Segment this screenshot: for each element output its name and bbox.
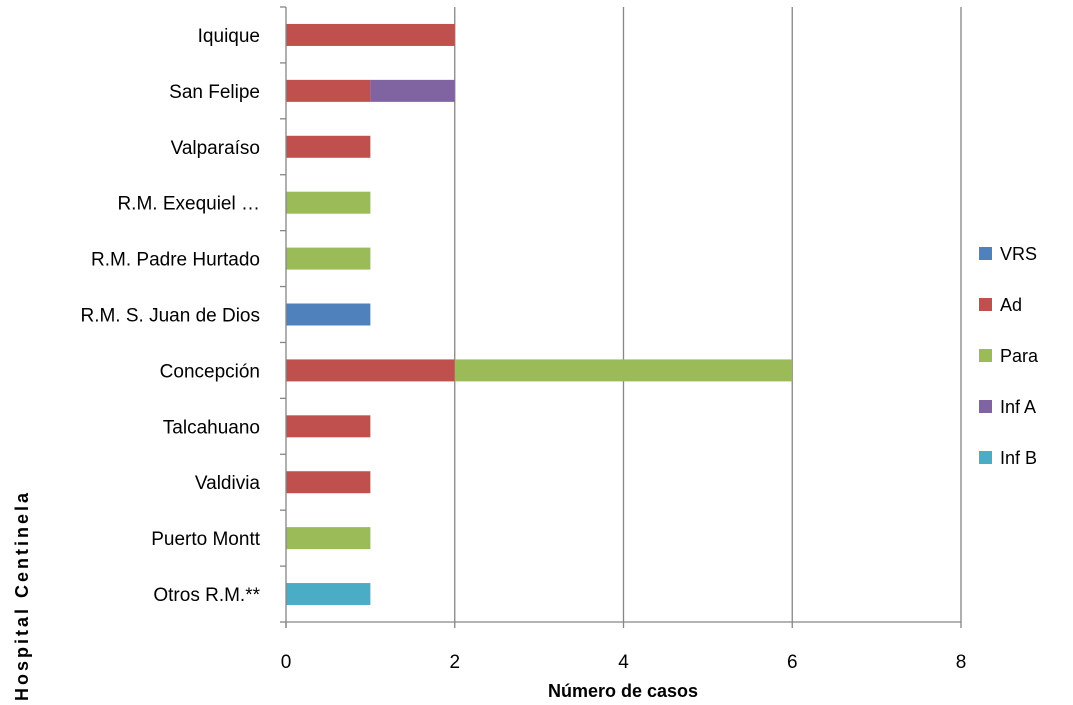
category-label: R.M. Padre Hurtado <box>91 250 260 271</box>
x-tick-label: 0 <box>281 652 292 673</box>
bar-segment-para <box>286 191 371 214</box>
legend-label: Ad <box>1000 295 1022 315</box>
legend-swatch <box>979 298 992 311</box>
legend: VRS Ad Para Inf A Inf B <box>979 244 1039 468</box>
category-label: Otros R.M.** <box>153 585 260 606</box>
category-label: San Felipe <box>169 82 260 103</box>
category-label: R.M. S. Juan de Dios <box>80 306 260 327</box>
x-tick-label: 4 <box>618 652 629 673</box>
bar-segment-ad <box>286 79 371 102</box>
category-labels: Iquique San Felipe Valparaíso R.M. Exequiel… <box>80 26 260 606</box>
bar-segment-inf-b <box>286 583 371 606</box>
bar-segment-ad <box>286 135 371 158</box>
legend-swatch <box>979 400 992 413</box>
legend-swatch <box>979 247 992 260</box>
category-label: Concepción <box>160 361 260 382</box>
x-axis-title: Número de casos <box>548 681 698 701</box>
bar-segment-ad <box>286 23 455 46</box>
x-tick-label: 8 <box>956 652 967 673</box>
category-label: Iquique <box>198 26 260 47</box>
bar-segment-inf-a <box>370 79 455 102</box>
gridlines <box>454 7 962 622</box>
category-label: Puerto Montt <box>151 529 260 550</box>
bar-segment-para <box>286 527 371 550</box>
bar-segment-ad <box>286 415 371 438</box>
legend-label: VRS <box>1000 244 1037 264</box>
legend-swatch <box>979 451 992 464</box>
category-label: Valparaíso <box>171 138 260 159</box>
category-label: R.M. Exequiel … <box>117 194 260 215</box>
y-axis-title: Hospital Centinela <box>12 490 32 701</box>
x-tick-label: 6 <box>787 652 798 673</box>
category-label: Talcahuano <box>163 417 260 438</box>
legend-label: Para <box>1000 346 1039 366</box>
category-label: Valdivia <box>195 473 261 494</box>
legend-label: Inf A <box>1000 397 1036 417</box>
bar-segment-ad <box>286 471 371 494</box>
bar-segment-vrs <box>286 303 371 326</box>
legend-label: Inf B <box>1000 448 1037 468</box>
legend-swatch <box>979 349 992 362</box>
axes <box>280 6 962 628</box>
bar-segment-para <box>454 359 793 382</box>
x-tick-label: 2 <box>449 652 460 673</box>
x-tick-labels: 0 2 4 6 8 <box>281 652 967 673</box>
bar-segment-para <box>286 247 371 270</box>
bar-segment-ad <box>286 359 455 382</box>
bars <box>286 23 793 606</box>
